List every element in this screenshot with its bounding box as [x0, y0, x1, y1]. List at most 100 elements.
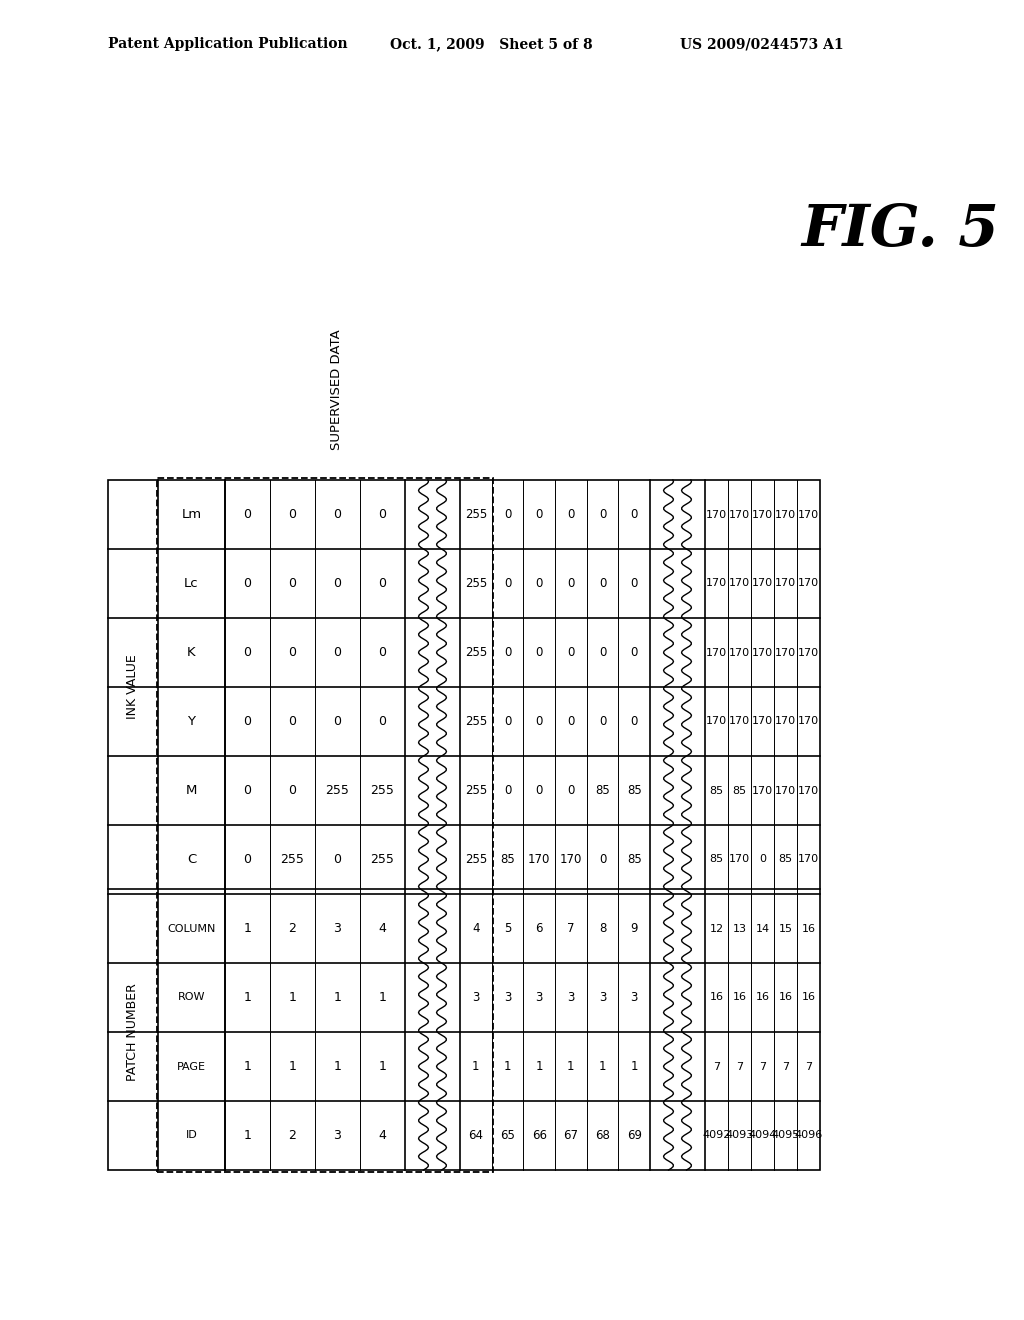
Text: 0: 0: [334, 577, 341, 590]
Text: COLUMN: COLUMN: [167, 924, 216, 933]
Text: 170: 170: [560, 853, 582, 866]
Text: 0: 0: [759, 854, 766, 865]
Text: 255: 255: [465, 508, 487, 521]
Text: 12: 12: [710, 924, 724, 933]
Text: 0: 0: [536, 577, 543, 590]
Text: 0: 0: [536, 784, 543, 797]
Text: 6: 6: [536, 921, 543, 935]
Text: 7: 7: [805, 1061, 812, 1072]
Text: 170: 170: [775, 717, 796, 726]
Text: 1: 1: [244, 1129, 252, 1142]
Text: US 2009/0244573 A1: US 2009/0244573 A1: [680, 37, 844, 51]
Text: 170: 170: [729, 854, 750, 865]
Text: 16: 16: [756, 993, 769, 1002]
Text: 0: 0: [289, 577, 297, 590]
Text: 0: 0: [379, 645, 386, 659]
Text: 170: 170: [729, 578, 750, 589]
Text: 1: 1: [599, 1060, 606, 1073]
Text: 170: 170: [798, 510, 819, 520]
Text: 7: 7: [759, 1061, 766, 1072]
Text: 2: 2: [289, 921, 296, 935]
Text: 0: 0: [631, 715, 638, 729]
Text: 7: 7: [567, 921, 574, 935]
Text: 170: 170: [798, 717, 819, 726]
Text: 1: 1: [631, 1060, 638, 1073]
Text: 0: 0: [289, 784, 297, 797]
Text: INK VALUE: INK VALUE: [127, 655, 139, 719]
Text: Lc: Lc: [184, 577, 199, 590]
Text: 4095: 4095: [771, 1130, 800, 1140]
Text: C: C: [186, 853, 197, 866]
Text: 16: 16: [802, 924, 815, 933]
Text: 0: 0: [599, 508, 606, 521]
Text: 85: 85: [627, 784, 642, 797]
Text: 4093: 4093: [725, 1130, 754, 1140]
Text: 65: 65: [500, 1129, 515, 1142]
Text: 0: 0: [631, 508, 638, 521]
Text: 170: 170: [798, 648, 819, 657]
Text: 1: 1: [334, 1060, 341, 1073]
Text: 5: 5: [504, 921, 511, 935]
Text: 0: 0: [504, 784, 511, 797]
Text: 4096: 4096: [795, 1130, 822, 1140]
Text: 170: 170: [706, 510, 727, 520]
Text: 13: 13: [732, 924, 746, 933]
Text: 69: 69: [627, 1129, 642, 1142]
Text: 170: 170: [775, 648, 796, 657]
Text: 170: 170: [775, 578, 796, 589]
Text: 0: 0: [631, 577, 638, 590]
Text: 1: 1: [379, 991, 386, 1005]
Text: 0: 0: [244, 508, 252, 521]
Text: 0: 0: [567, 508, 574, 521]
Text: 255: 255: [371, 853, 394, 866]
Text: 170: 170: [729, 648, 750, 657]
Text: 170: 170: [752, 785, 773, 796]
Text: 4: 4: [379, 1129, 386, 1142]
Text: 0: 0: [334, 853, 341, 866]
Text: PATCH NUMBER: PATCH NUMBER: [127, 983, 139, 1081]
Text: 2: 2: [289, 1129, 296, 1142]
Text: 66: 66: [531, 1129, 547, 1142]
Text: 0: 0: [504, 577, 511, 590]
Text: 7: 7: [782, 1061, 790, 1072]
Text: 3: 3: [472, 991, 479, 1005]
Text: 170: 170: [775, 785, 796, 796]
Text: 1: 1: [244, 921, 252, 935]
Text: 255: 255: [465, 577, 487, 590]
Text: 16: 16: [802, 993, 815, 1002]
Text: 85: 85: [500, 853, 515, 866]
Text: SUPERVISED DATA: SUPERVISED DATA: [330, 329, 343, 450]
Text: Y: Y: [187, 715, 196, 729]
Text: Patent Application Publication: Patent Application Publication: [108, 37, 347, 51]
Text: 170: 170: [752, 510, 773, 520]
Text: 0: 0: [536, 508, 543, 521]
Bar: [108, 480, 820, 1170]
Text: 255: 255: [281, 853, 304, 866]
Text: 0: 0: [504, 508, 511, 521]
Text: 0: 0: [244, 645, 252, 659]
Text: 170: 170: [706, 717, 727, 726]
Text: Oct. 1, 2009   Sheet 5 of 8: Oct. 1, 2009 Sheet 5 of 8: [390, 37, 593, 51]
Text: 255: 255: [371, 784, 394, 797]
Text: 3: 3: [567, 991, 574, 1005]
Text: 255: 255: [465, 784, 487, 797]
Text: 67: 67: [563, 1129, 579, 1142]
Text: 255: 255: [465, 853, 487, 866]
Text: 85: 85: [778, 854, 793, 865]
Text: 8: 8: [599, 921, 606, 935]
Text: 1: 1: [504, 1060, 511, 1073]
Text: 170: 170: [798, 854, 819, 865]
Text: 9: 9: [631, 921, 638, 935]
Text: 3: 3: [536, 991, 543, 1005]
Text: 3: 3: [631, 991, 638, 1005]
Text: 16: 16: [778, 993, 793, 1002]
Text: 0: 0: [504, 645, 511, 659]
Text: 0: 0: [567, 577, 574, 590]
Text: 255: 255: [326, 784, 349, 797]
Text: 170: 170: [729, 510, 750, 520]
Text: 4: 4: [379, 921, 386, 935]
Text: 3: 3: [504, 991, 511, 1005]
Text: 170: 170: [706, 578, 727, 589]
Text: 170: 170: [706, 648, 727, 657]
Text: 170: 170: [752, 578, 773, 589]
